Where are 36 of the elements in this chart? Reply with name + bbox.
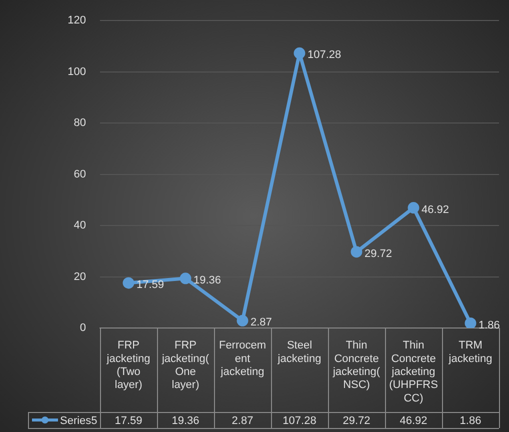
annotation: 29.72 [364, 248, 392, 260]
data-label: 1.86 [460, 415, 482, 428]
x-tick-label: FRP jacketing( One layer) [160, 340, 210, 392]
point [464, 317, 476, 328]
y-tick-label: 100 [68, 66, 86, 78]
y-tick-label: 60 [74, 168, 86, 180]
annotation: 107.28 [308, 49, 342, 62]
annotation: 2.87 [250, 316, 272, 329]
x-tick-label: Steel jacketing [276, 340, 322, 365]
data-label: 2.87 [232, 415, 254, 428]
data-label: 17.59 [114, 415, 142, 428]
point [122, 277, 134, 289]
annotation: 1.86 [478, 319, 500, 332]
point [408, 202, 420, 214]
legend-label: Series5 [60, 415, 98, 428]
point [236, 314, 248, 326]
x-tick-label: Ferrocement jacketing [218, 340, 266, 378]
y-tick-label: 80 [74, 117, 86, 130]
point [350, 246, 362, 258]
data-label: 46.92 [400, 415, 428, 428]
x-tick-label: Thin Concrete jacketing (UHPFRSCC) [389, 340, 438, 404]
data-label: 107.28 [282, 415, 316, 428]
annotation: 46.92 [422, 204, 450, 216]
data-label: 19.36 [172, 415, 200, 428]
x-tick-label: TRM jacketing [448, 340, 492, 365]
annotation: 17.59 [136, 278, 164, 291]
data-label: 29.72 [342, 415, 370, 428]
annotation: 19.36 [194, 274, 222, 286]
point [180, 272, 192, 284]
point [294, 47, 306, 59]
x-tick-label: Thin Concrete jacketing( NSC) [332, 340, 380, 392]
y-tick-label: 20 [74, 270, 86, 283]
y-tick-label: 120 [68, 14, 86, 27]
x-tick-label: FRP jacketing (Two layer) [106, 340, 150, 392]
y-tick-label: 40 [74, 220, 86, 232]
y-tick-label: 0 [80, 322, 86, 334]
